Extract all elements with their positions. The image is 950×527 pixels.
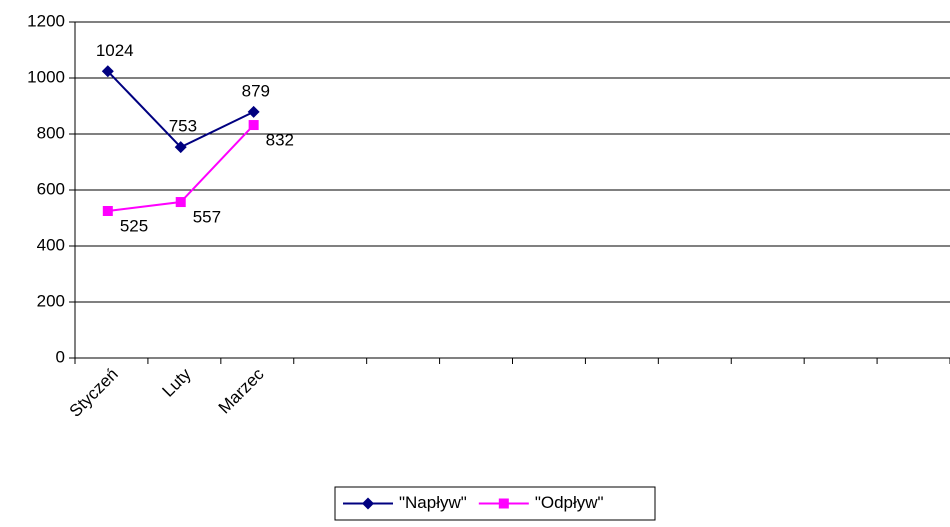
marker <box>175 197 186 208</box>
legend: "Napływ" "Odpływ" <box>334 486 656 521</box>
y-tick-label: 1200 <box>27 11 65 30</box>
y-tick-label: 0 <box>56 347 65 366</box>
series-line <box>107 70 255 149</box>
y-tick-label: 400 <box>37 235 65 254</box>
marker <box>498 498 509 509</box>
y-tick-label: 1000 <box>27 67 65 86</box>
data-label: 557 <box>193 208 221 227</box>
marker <box>102 206 113 216</box>
y-tick-label: 800 <box>37 123 65 142</box>
data-label: 1024 <box>96 41 134 60</box>
marker <box>362 497 374 510</box>
x-tick-label: Luty <box>159 364 196 401</box>
legend-label: "Odpływ" <box>535 493 604 512</box>
data-label: 525 <box>120 216 148 235</box>
data-label: 832 <box>266 131 294 150</box>
marker <box>248 120 259 131</box>
y-tick-label: 200 <box>37 291 65 310</box>
data-label: 879 <box>242 81 270 100</box>
marker <box>247 105 260 118</box>
marker <box>101 65 114 78</box>
data-label: 753 <box>169 117 197 136</box>
legend-label: "Napływ" <box>399 493 467 512</box>
x-tick-label: Marzec <box>215 364 268 417</box>
x-tick-label: Styczeń <box>66 365 122 421</box>
marker <box>174 141 187 154</box>
y-tick-label: 600 <box>37 179 65 198</box>
